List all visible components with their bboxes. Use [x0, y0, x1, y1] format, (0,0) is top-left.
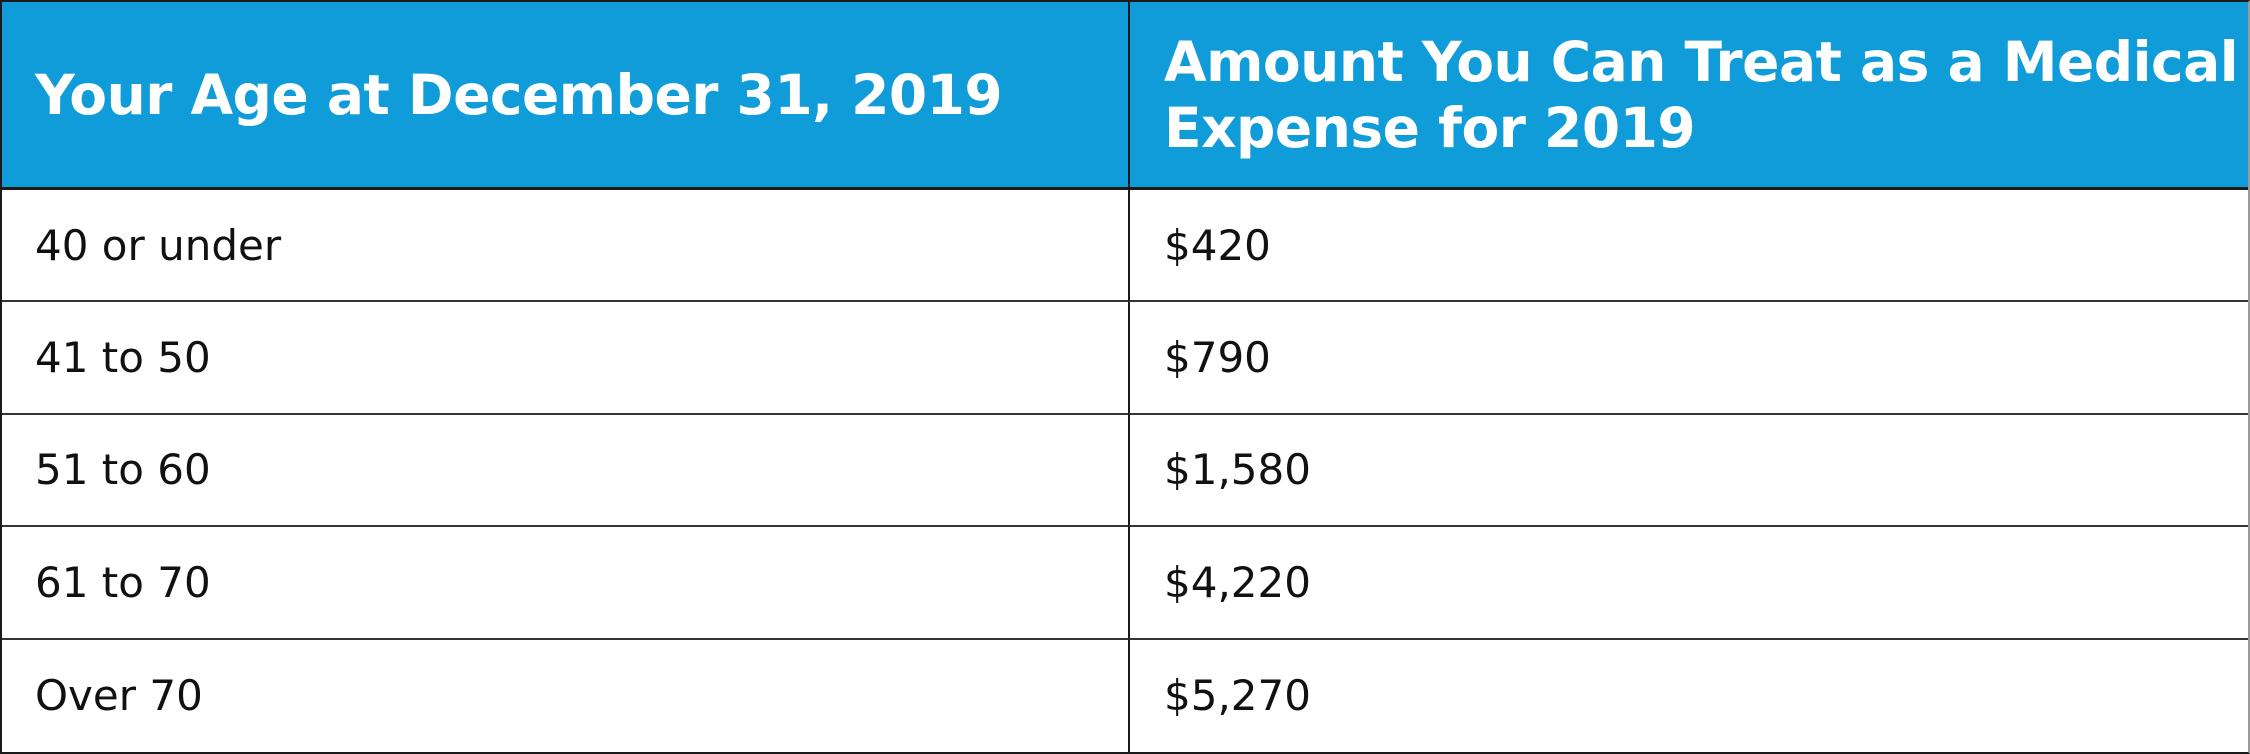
table-row-age: 41 to 50 [2, 302, 1128, 415]
table-row-age: Over 70 [35, 671, 203, 721]
header-amount: Amount You Can Treat as a Medical Expens… [1128, 2, 2248, 190]
table-row-amount: $420 [1128, 190, 2248, 303]
table-row-age: 40 or under [2, 190, 1128, 303]
table-row-age: 61 to 70 [2, 527, 1128, 640]
table-row-amount: $790 [1128, 302, 2248, 415]
table-row-age: 51 to 60 [2, 415, 1128, 528]
table-row-amount: $1,580 [1128, 414, 2248, 528]
header-age: Your Age at December 31, 2019 [2, 2, 1128, 190]
table-row-amount: $4,220 [1128, 527, 2248, 640]
table-row-amount: $5,270 [1128, 639, 2248, 752]
